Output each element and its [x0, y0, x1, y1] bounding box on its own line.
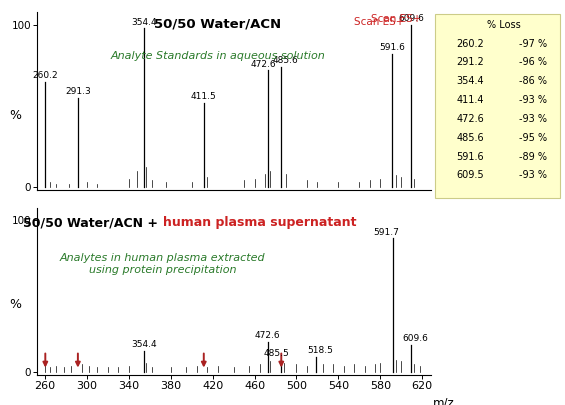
- Text: 50/50 Water/ACN +: 50/50 Water/ACN +: [23, 216, 163, 229]
- Text: 291.2: 291.2: [457, 58, 484, 67]
- Text: human plasma supernatant: human plasma supernatant: [163, 216, 357, 229]
- FancyBboxPatch shape: [435, 14, 560, 198]
- Text: %: %: [9, 298, 21, 311]
- Text: -93 %: -93 %: [519, 95, 547, 105]
- Text: 591.6: 591.6: [457, 151, 484, 162]
- Text: -89 %: -89 %: [519, 151, 547, 162]
- Text: 518.5: 518.5: [307, 346, 333, 355]
- Text: Analytes in human plasma extracted
using protein precipitation: Analytes in human plasma extracted using…: [60, 253, 266, 275]
- Text: 472.6: 472.6: [255, 331, 281, 340]
- Text: Scan ES+: Scan ES+: [354, 17, 404, 28]
- Text: 609.6: 609.6: [398, 14, 424, 23]
- Text: 411.5: 411.5: [191, 92, 216, 101]
- Text: 609.5: 609.5: [457, 171, 484, 180]
- Text: 354.4: 354.4: [131, 17, 157, 27]
- Text: 485.6: 485.6: [457, 133, 484, 143]
- Text: 354.4: 354.4: [131, 340, 157, 349]
- Text: 472.6: 472.6: [457, 114, 484, 124]
- Text: % Loss: % Loss: [487, 20, 521, 30]
- Text: 260.2: 260.2: [457, 38, 484, 49]
- Text: -86 %: -86 %: [519, 76, 547, 86]
- Text: 609.6: 609.6: [402, 334, 428, 343]
- Text: %: %: [9, 109, 21, 122]
- Text: -95 %: -95 %: [519, 133, 547, 143]
- Text: Scan ES+: Scan ES+: [371, 14, 421, 24]
- Text: Analyte Standards in aqueous solution: Analyte Standards in aqueous solution: [111, 51, 325, 61]
- Text: m/z: m/z: [432, 397, 454, 405]
- Text: 50/50 Water/ACN: 50/50 Water/ACN: [154, 17, 281, 30]
- Text: 291.3: 291.3: [65, 87, 91, 96]
- Text: 411.4: 411.4: [457, 95, 484, 105]
- Text: 260.2: 260.2: [33, 71, 58, 80]
- Text: 591.7: 591.7: [373, 228, 399, 237]
- Text: -96 %: -96 %: [519, 58, 547, 67]
- Text: -93 %: -93 %: [519, 171, 547, 180]
- Text: -97 %: -97 %: [519, 38, 547, 49]
- Text: 485.6: 485.6: [273, 56, 298, 65]
- Text: 354.4: 354.4: [457, 76, 484, 86]
- Text: 591.6: 591.6: [380, 43, 405, 53]
- Text: 485.5: 485.5: [263, 349, 289, 358]
- Text: -93 %: -93 %: [519, 114, 547, 124]
- Text: 472.6: 472.6: [251, 60, 276, 68]
